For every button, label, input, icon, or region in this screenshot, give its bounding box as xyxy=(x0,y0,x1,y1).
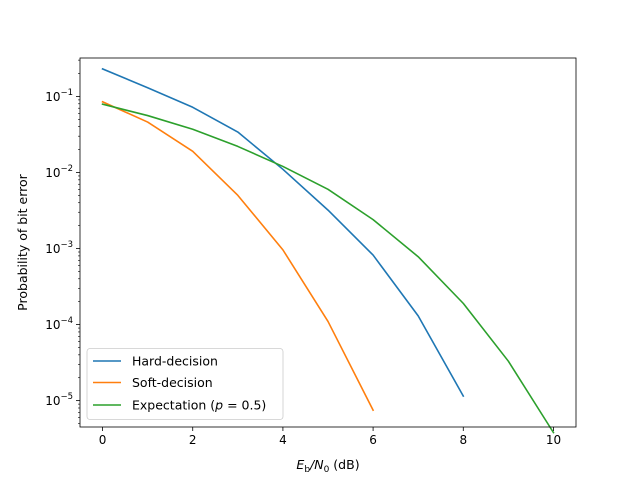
legend: Hard-decision Soft-decision Expectation … xyxy=(86,348,284,420)
x-label-b-subscript: b xyxy=(304,465,310,475)
x-tick-label: 0 xyxy=(99,433,107,447)
plot-frame xyxy=(79,57,577,428)
x-label-e: E xyxy=(296,457,304,472)
series-layer xyxy=(101,67,555,434)
y-tick-label: 10−1 xyxy=(45,88,73,104)
series-line-1 xyxy=(101,100,375,412)
x-tick-label: 6 xyxy=(369,433,377,447)
x-tick-label: 4 xyxy=(279,433,287,447)
x-label-n: /N xyxy=(309,457,324,472)
legend-expectation-suffix: = 0.5) xyxy=(223,398,266,413)
tick-layer: 0 2 4 6 8 10 10−1 10−2 10−3 10−4 10−5 xyxy=(45,59,561,447)
legend-box xyxy=(86,348,284,420)
legend-expectation-prefix: Expectation ( xyxy=(132,398,215,413)
y-tick-label: 10−2 xyxy=(45,164,73,180)
series-line-0 xyxy=(101,67,465,398)
y-tick-label: 10−4 xyxy=(45,316,73,332)
series-line-2 xyxy=(101,103,555,434)
y-axis-label: Probability of bit error xyxy=(15,173,30,310)
x-tick-label: 2 xyxy=(189,433,197,447)
x-axis-label: Eb/N0 (dB) xyxy=(296,457,359,475)
x-label-unit: (dB) xyxy=(329,457,359,472)
x-tick-label: 8 xyxy=(459,433,467,447)
y-tick-label: 10−3 xyxy=(45,240,73,256)
legend-label-hard-decision: Hard-decision xyxy=(132,354,218,369)
legend-expectation-p: p xyxy=(214,398,223,413)
x-tick-label: 10 xyxy=(546,433,561,447)
y-tick-label: 10−5 xyxy=(45,392,73,408)
x-label-0-subscript: 0 xyxy=(324,465,330,475)
legend-label-soft-decision: Soft-decision xyxy=(132,375,213,390)
legend-label-expectation: Expectation (p = 0.5) xyxy=(132,398,266,413)
